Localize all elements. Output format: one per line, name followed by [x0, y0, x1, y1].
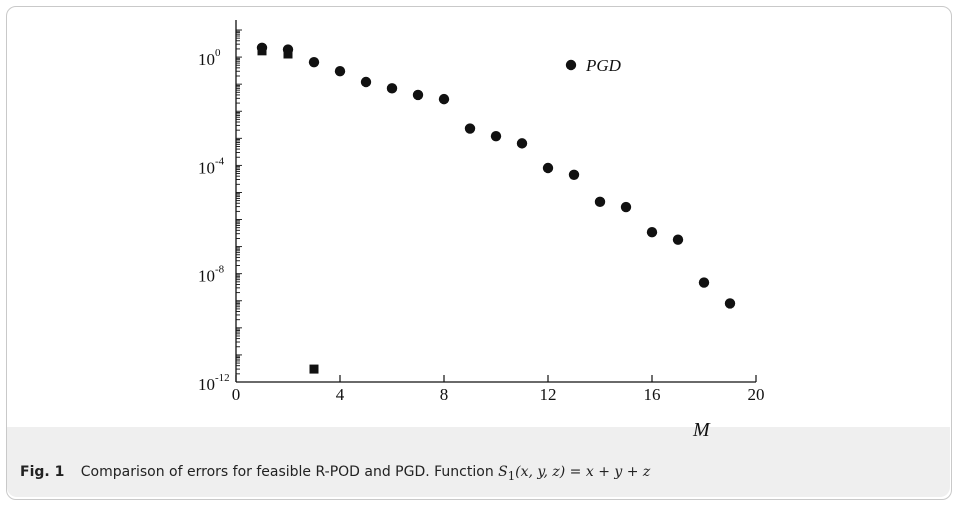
- data-point: [464, 123, 476, 134]
- x-tick-label: 16: [644, 385, 661, 404]
- y-tick-base: 10: [198, 267, 215, 286]
- y-tick-label: 10 0: [198, 47, 221, 69]
- y-tick-label: 10 -4: [198, 155, 225, 177]
- y-tick-label: 10 -12: [198, 372, 230, 394]
- x-tick-label: 8: [440, 385, 449, 404]
- data-point: [698, 277, 710, 288]
- legend: PGD: [565, 56, 622, 75]
- data-point: [672, 234, 684, 245]
- data-point: [490, 130, 502, 142]
- data-point: [412, 89, 424, 101]
- data-point: [360, 76, 372, 88]
- x-tick-label: 0: [232, 385, 241, 404]
- data-point-square: [257, 46, 267, 56]
- data-point-square: [283, 49, 293, 59]
- data-points: [256, 42, 736, 374]
- data-point: [542, 162, 554, 174]
- y-tick-exponent: -4: [215, 155, 225, 167]
- x-tick-label: 4: [336, 385, 345, 404]
- x-axis-title: M: [692, 419, 711, 441]
- data-point: [334, 66, 346, 77]
- y-tick-exponent: -12: [215, 372, 230, 384]
- chart-axes: [235, 20, 756, 383]
- data-point: [568, 169, 580, 180]
- data-point: [620, 201, 632, 213]
- caption-formula: S1(x, y, z) = x + y + z: [498, 464, 651, 483]
- legend-marker: [565, 59, 577, 71]
- legend-label: PGD: [585, 56, 622, 75]
- x-tick-label: 20: [748, 385, 765, 404]
- y-tick-base: 10: [198, 50, 215, 69]
- data-point: [646, 227, 658, 238]
- y-tick-exponent: 0: [215, 47, 221, 59]
- y-tick-label: 10 -8: [198, 264, 225, 286]
- x-ticks: 0 4 8 12 16 20: [232, 375, 765, 404]
- data-point: [516, 138, 528, 149]
- figure-frame: [6, 6, 952, 500]
- caption-band: [7, 427, 950, 497]
- caption-text: Comparison of errors for feasible R-POD …: [80, 464, 494, 480]
- data-point: [724, 298, 736, 309]
- data-point: [308, 56, 320, 68]
- data-point-square: [309, 364, 319, 374]
- data-point: [438, 93, 450, 105]
- x-tick-label: 12: [540, 385, 557, 404]
- y-tick-base: 10: [198, 158, 215, 177]
- figure-caption: Fig. 1 Comparison of errors for feasible…: [20, 464, 920, 483]
- figure-number: Fig. 1: [20, 464, 65, 480]
- y-tick-base: 10: [198, 375, 215, 394]
- y-tick-exponent: -8: [215, 264, 225, 276]
- data-point: [386, 83, 398, 94]
- data-point: [594, 196, 606, 208]
